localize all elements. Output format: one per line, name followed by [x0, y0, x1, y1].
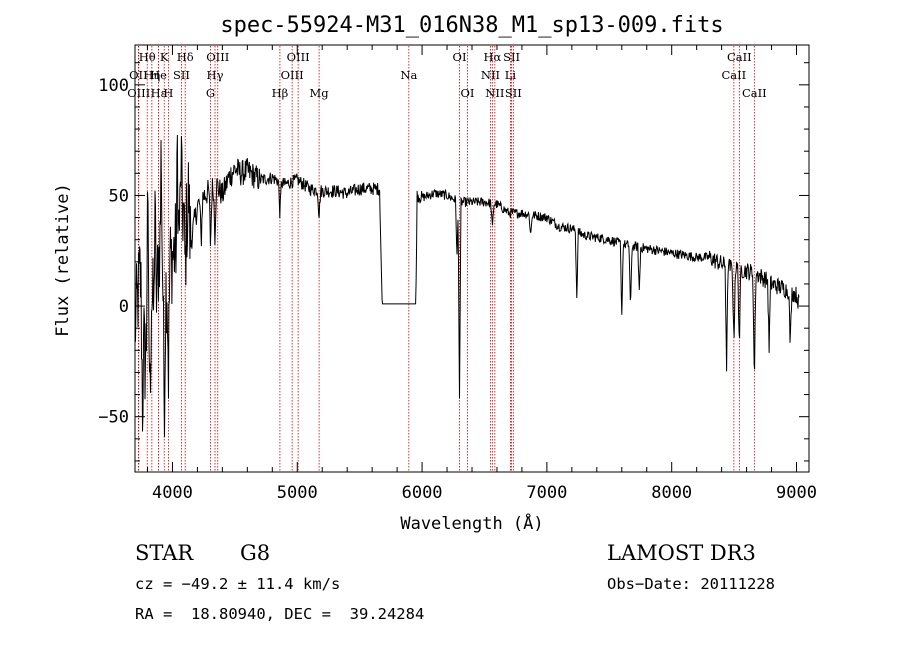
line-marker-label: Hα: [483, 50, 501, 64]
emission-line-markers: [137, 46, 755, 471]
y-tick-label: 50: [109, 186, 129, 206]
line-marker-label: Hη: [143, 68, 160, 82]
line-marker-label: G: [206, 86, 215, 100]
observation-date: Obs−Date: 20111228: [607, 575, 775, 593]
line-marker-label: SII: [173, 68, 190, 82]
object-class: STAR: [135, 541, 194, 565]
x-axis-label: Wavelength (Å): [400, 512, 543, 534]
line-marker-label: OI: [461, 86, 475, 100]
line-marker-label: SII: [503, 50, 520, 64]
x-tick-label: 5000: [277, 483, 318, 503]
line-marker-label: OIII: [281, 68, 304, 82]
axis-ticks: 4000 5000 6000 7000 8000 9000 −50 0 50 100: [98, 45, 817, 503]
line-marker-label: Hδ: [177, 50, 194, 64]
line-marker-label: OIII: [206, 50, 229, 64]
line-marker-label: NII: [485, 86, 504, 100]
object-subclass: G8: [240, 541, 271, 565]
y-axis-label: Flux (relative): [53, 183, 73, 337]
line-marker-label: Hβ: [272, 86, 289, 100]
line-marker-label: OI: [453, 50, 467, 64]
line-marker-label: OIII: [287, 50, 310, 64]
line-marker-label: Mg: [310, 86, 330, 100]
line-marker-label: Na: [400, 68, 417, 82]
line-marker-label: Hε: [151, 86, 167, 100]
line-marker-label: Li: [505, 68, 517, 82]
line-marker-label: K: [160, 50, 169, 64]
chart-title: spec-55924-M31_016N38_M1_sp13-009.fits: [220, 13, 723, 38]
line-marker-label: Hγ: [207, 68, 224, 82]
y-tick-label: −50: [98, 408, 129, 428]
y-tick-label: 0: [119, 297, 129, 317]
x-tick-label: 6000: [402, 483, 443, 503]
redshift-cz: cz = −49.2 ± 11.4 km/s: [135, 575, 341, 593]
line-marker-label: He: [150, 68, 167, 82]
x-tick-label: 7000: [526, 483, 567, 503]
x-tick-label: 9000: [776, 483, 817, 503]
line-marker-label: CaII: [721, 68, 746, 82]
x-tick-label: 8000: [651, 483, 692, 503]
line-marker-label: H: [163, 86, 173, 100]
line-marker-label: OII: [129, 68, 148, 82]
x-tick-label: 4000: [152, 483, 193, 503]
survey-name: LAMOST DR3: [607, 541, 756, 565]
line-marker-label: CaII: [727, 50, 752, 64]
y-tick-label: 100: [98, 76, 129, 96]
line-marker-label: OIII: [127, 86, 150, 100]
line-marker-label: Hθ: [139, 50, 156, 64]
spectrum-line: [134, 134, 800, 438]
line-marker-label: SII: [505, 86, 522, 100]
line-marker-label: NII: [481, 68, 500, 82]
line-marker-label: CaII: [742, 86, 767, 100]
sky-coordinates: RA = 18.80940, DEC = 39.24284: [135, 605, 425, 623]
